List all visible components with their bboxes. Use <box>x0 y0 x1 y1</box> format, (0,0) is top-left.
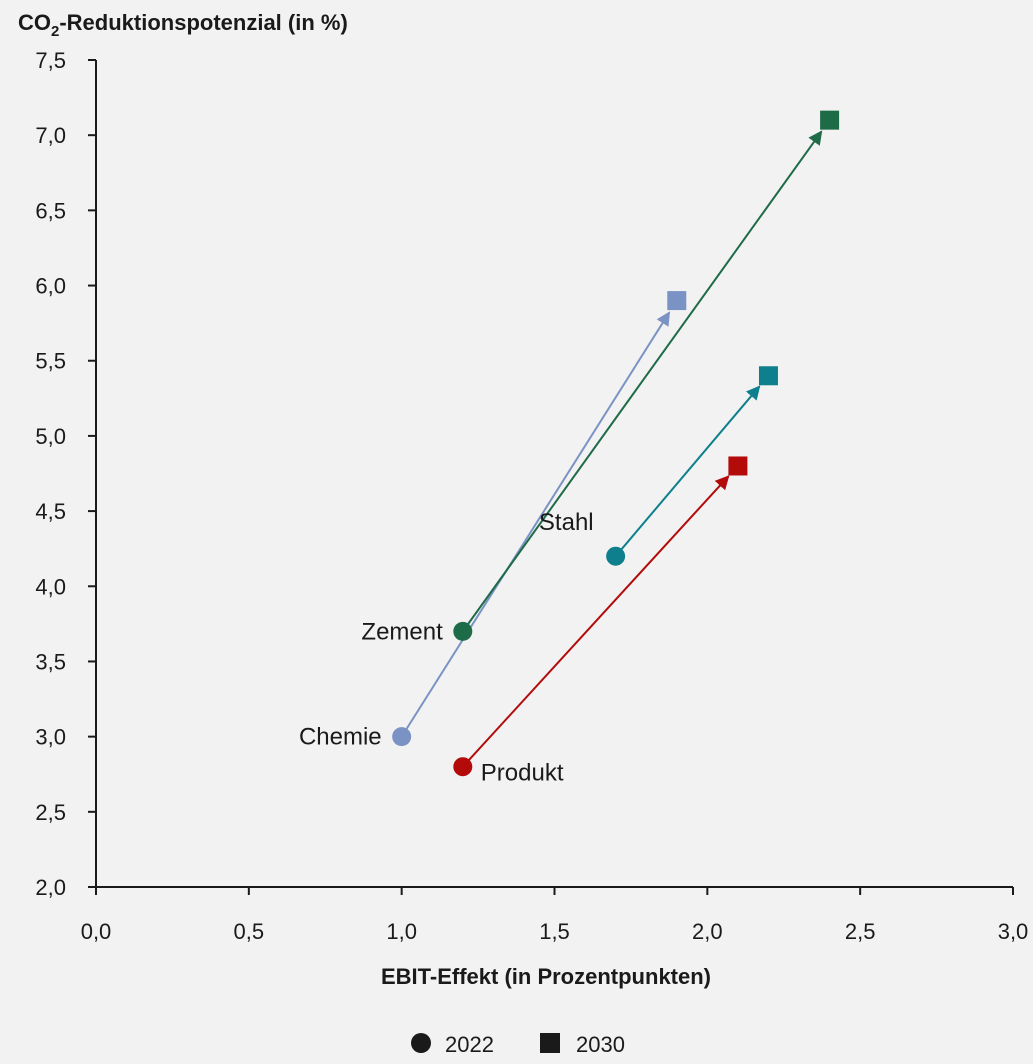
x-tick-label: 1,0 <box>386 919 417 944</box>
legend: 2022 2030 <box>411 1032 625 1057</box>
y-axis-ticks: 2,0 2,5 3,0 3,5 4,0 4,5 5,0 5,5 6,0 6,5 7,0 7,5 <box>35 48 96 900</box>
series-produkt: Produkt <box>453 456 748 787</box>
y-tick-label: 4,0 <box>35 574 66 599</box>
legend-label-2030: 2030 <box>576 1032 625 1057</box>
arrow-chemie <box>400 311 671 738</box>
y-tick-label: 7,0 <box>35 123 66 148</box>
legend-square-marker <box>540 1033 560 1053</box>
series-group: Chemie Zement Stahl Produkt <box>299 110 840 787</box>
y-tick-label: 3,0 <box>35 725 66 750</box>
x-tick-label: 3,0 <box>998 919 1029 944</box>
arrow-stahl <box>614 385 761 557</box>
y-tick-label: 5,5 <box>35 349 66 374</box>
y-tick-label: 4,5 <box>35 499 66 524</box>
label-produkt: Produkt <box>481 760 564 787</box>
x-tick-label: 2,0 <box>692 919 723 944</box>
series-chemie: Chemie <box>299 291 687 751</box>
y-axis-title: CO2-Reduktionspotenzial (in %) <box>18 10 348 40</box>
point-2022-produkt <box>453 757 473 777</box>
y-tick-label: 2,5 <box>35 800 66 825</box>
y-tick-label: 5,0 <box>35 424 66 449</box>
point-2030-chemie <box>667 291 687 311</box>
x-tick-label: 1,5 <box>539 919 570 944</box>
y-tick-label: 3,5 <box>35 649 66 674</box>
legend-label-2022: 2022 <box>445 1032 494 1057</box>
x-tick-label: 0,5 <box>234 919 265 944</box>
point-2022-chemie <box>392 727 412 747</box>
point-2030-stahl <box>758 366 778 386</box>
y-tick-label: 7,5 <box>35 48 66 73</box>
x-tick-label: 0,0 <box>81 919 112 944</box>
x-axis-ticks: 0,0 0,5 1,0 1,5 2,0 2,5 3,0 <box>81 887 1029 944</box>
point-2022-zement <box>453 621 473 641</box>
y-tick-label: 6,5 <box>35 198 66 223</box>
arrow-produkt <box>462 475 730 768</box>
series-stahl: Stahl <box>539 366 778 566</box>
label-chemie: Chemie <box>299 724 382 751</box>
legend-circle-marker <box>411 1033 431 1053</box>
y-tick-label: 6,0 <box>35 274 66 299</box>
series-zement: Zement <box>361 110 840 645</box>
label-zement: Zement <box>361 618 443 645</box>
point-2030-produkt <box>728 456 748 476</box>
y-tick-label: 2,0 <box>35 875 66 900</box>
x-tick-label: 2,5 <box>845 919 876 944</box>
point-2022-stahl <box>606 546 626 566</box>
x-axis-title: EBIT-Effekt (in Prozentpunkten) <box>381 964 711 989</box>
point-2030-zement <box>820 110 840 130</box>
arrow-zement <box>461 130 823 632</box>
label-stahl: Stahl <box>539 509 594 536</box>
